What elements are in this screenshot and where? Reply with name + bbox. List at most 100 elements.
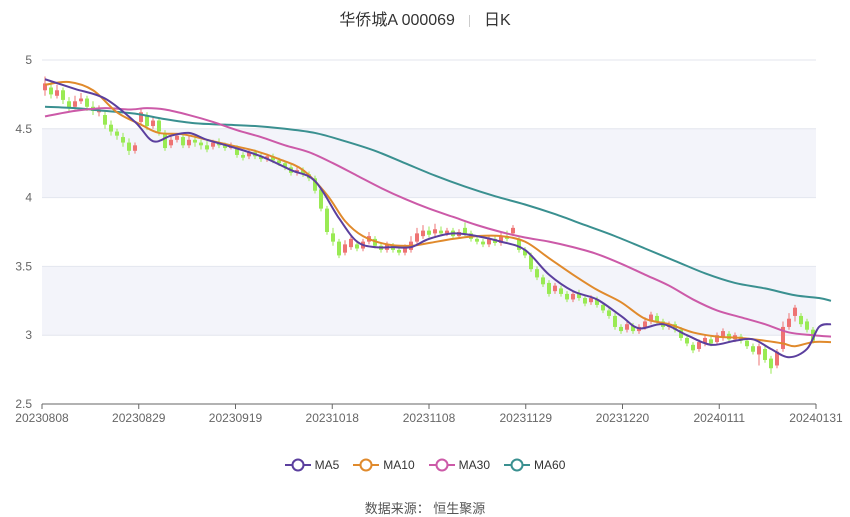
candle [325, 205, 329, 235]
candle [169, 135, 173, 149]
candle-body [715, 335, 719, 343]
candle [649, 311, 653, 325]
candle [553, 282, 557, 294]
candle [583, 295, 587, 307]
candle-body [163, 132, 167, 149]
x-tick-label: 20231220 [596, 411, 650, 425]
legend-label: MA5 [314, 458, 340, 472]
candle-body [583, 298, 587, 304]
candle [541, 274, 545, 288]
candle-body [265, 156, 269, 160]
candle-body [757, 346, 761, 355]
candle-body [199, 142, 203, 146]
stock-name: 华侨城A 000069 [339, 12, 455, 29]
candle [109, 120, 113, 136]
candle [205, 141, 209, 153]
candle-body [283, 163, 287, 168]
candle [397, 247, 401, 256]
legend-item-ma60[interactable]: MA60 [504, 458, 565, 472]
candle-body [655, 315, 659, 322]
candle-body [577, 293, 581, 299]
candle-body [313, 178, 317, 191]
candle-body [67, 101, 71, 109]
candle [499, 232, 503, 246]
candle [313, 175, 317, 194]
candle [793, 304, 797, 322]
candle-body [301, 170, 305, 175]
candle-body [685, 337, 689, 344]
candle-body [277, 160, 281, 164]
y-axis: 5 4.5 4 3.5 3 2.5 [15, 53, 32, 411]
candle [139, 109, 143, 125]
candle-body [175, 135, 179, 140]
candle-body [463, 227, 467, 234]
candle-body [487, 238, 491, 245]
candle-body [541, 277, 545, 285]
candle-body [103, 115, 107, 125]
legend-marker-icon [284, 458, 311, 472]
candle-body [343, 244, 347, 253]
y-tick-label: 4.5 [15, 122, 32, 136]
candle [571, 291, 575, 303]
candle-body [427, 230, 431, 235]
candle-body [205, 145, 209, 150]
x-tick-label: 20230829 [112, 411, 166, 425]
legend-marker-icon [504, 458, 531, 472]
candle-body [709, 339, 713, 344]
candle-body [139, 112, 143, 122]
candle [259, 153, 263, 162]
candle-body [613, 315, 617, 327]
candle-body [145, 115, 149, 127]
candle-body [157, 120, 161, 132]
candle-body [523, 249, 527, 256]
candle [49, 82, 53, 99]
candle [319, 186, 323, 212]
candle-body [553, 285, 557, 292]
candle-body [775, 351, 779, 366]
candle-body [439, 230, 443, 234]
candle-body [55, 90, 59, 96]
legend-item-ma30[interactable]: MA30 [428, 458, 490, 472]
candle-body [745, 340, 749, 347]
candle [133, 142, 137, 154]
title-separator [468, 14, 470, 27]
candle-body [151, 120, 155, 127]
candle-body [355, 244, 359, 249]
candle-body [619, 326, 623, 332]
candle-body [169, 139, 173, 146]
candle-body [247, 152, 251, 157]
candle-body [187, 139, 191, 146]
candle-body [445, 230, 449, 234]
candle-body [643, 321, 647, 327]
candle-body [85, 98, 89, 107]
candle [115, 128, 119, 140]
y-tick-label: 4 [25, 191, 32, 205]
legend-item-ma10[interactable]: MA10 [353, 458, 415, 472]
candle-body [115, 131, 119, 136]
candle-body [793, 307, 797, 316]
candle [559, 285, 563, 297]
candle-body [799, 315, 803, 325]
candle [151, 116, 155, 129]
candle [577, 289, 581, 301]
candle-body [235, 148, 239, 155]
candle [187, 135, 191, 149]
plot-band [42, 266, 816, 336]
legend-label: MA60 [534, 458, 566, 472]
candle-body [337, 241, 341, 256]
candle [199, 139, 203, 150]
candle-body [565, 293, 569, 300]
candle-body [589, 298, 593, 303]
y-tick-label: 2.5 [15, 397, 32, 411]
y-tick-label: 3 [25, 328, 32, 342]
x-axis: 20230808 20230829 20230919 20231018 20231108… [15, 403, 843, 425]
x-tick-label: 20231018 [306, 411, 360, 425]
legend-item-ma5[interactable]: MA5 [284, 458, 340, 472]
ma30-line [44, 107, 832, 338]
candle-body [751, 346, 755, 352]
candle [421, 225, 425, 239]
candle [751, 343, 755, 355]
candle-body [259, 156, 263, 160]
candle-body [763, 348, 767, 360]
candle-body [181, 137, 185, 146]
